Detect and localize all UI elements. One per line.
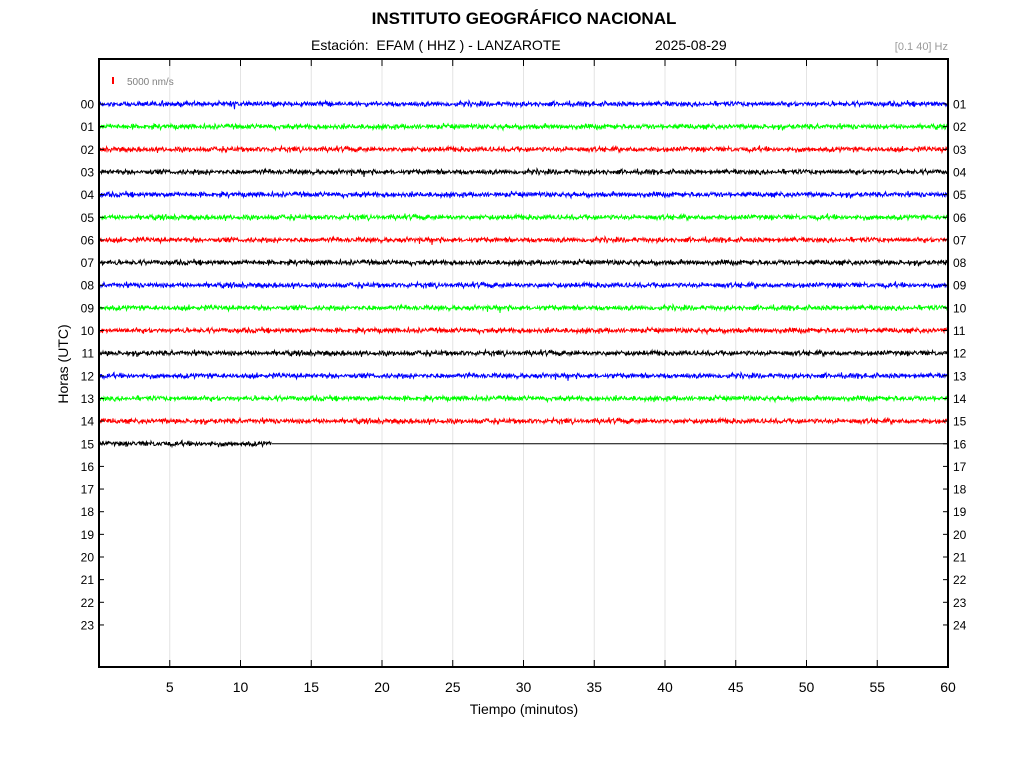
hour-label-left: 17 — [81, 483, 95, 497]
hour-label-left: 04 — [81, 188, 95, 202]
hour-label-right: 12 — [953, 347, 967, 361]
hour-label-right: 05 — [953, 188, 967, 202]
hour-label-left: 14 — [81, 415, 95, 429]
seismic-trace-01 — [98, 122, 949, 132]
hour-label-left: 05 — [81, 211, 95, 225]
seismic-trace-07 — [98, 257, 949, 268]
hour-label-right: 03 — [953, 143, 967, 157]
seismic-trace-14 — [98, 416, 949, 426]
seismic-trace-15 — [98, 439, 272, 449]
seismic-trace-00 — [98, 99, 949, 110]
seismic-trace-04 — [98, 190, 949, 200]
x-tick-label: 5 — [166, 679, 174, 695]
hour-label-right: 18 — [953, 483, 967, 497]
scale-bar-mark — [112, 77, 114, 84]
hour-label-right: 06 — [953, 211, 967, 225]
seismic-trace-02 — [98, 144, 949, 155]
y-axis-ticks: 00 01 02 03 04 05 06 07 08 09 10 11 12 13 14 15 16 17 18 19… — [81, 98, 967, 633]
hour-label-right: 13 — [953, 369, 967, 383]
hour-label-left: 11 — [82, 347, 95, 361]
x-tick-label: 40 — [657, 679, 673, 695]
hour-label-right: 16 — [953, 437, 967, 451]
seismic-trace-13 — [98, 393, 949, 404]
hour-label-right: 04 — [953, 165, 967, 179]
hour-label-left: 01 — [81, 120, 95, 134]
hour-label-right: 07 — [953, 233, 967, 247]
x-tick-label: 10 — [233, 679, 249, 695]
scale-bar: 5000 nm/s — [112, 77, 174, 88]
hour-label-left: 09 — [81, 301, 95, 315]
hour-label-left: 12 — [81, 369, 95, 383]
hour-label-left: 02 — [81, 143, 95, 157]
hour-label-right: 21 — [953, 551, 967, 565]
hour-label-left: 19 — [81, 528, 95, 542]
hour-label-right: 02 — [953, 120, 967, 134]
grid-lines — [169, 59, 878, 667]
chart-date: 2025-08-29 — [655, 37, 727, 53]
x-tick-label: 45 — [728, 679, 744, 695]
hour-label-left: 22 — [81, 596, 95, 610]
hour-label-right: 15 — [953, 415, 967, 429]
hour-label-left: 08 — [81, 279, 95, 293]
x-axis-label: Tiempo (minutos) — [470, 701, 578, 717]
hour-label-left: 20 — [81, 551, 95, 565]
x-tick-label: 20 — [374, 679, 390, 695]
x-tick-label: 60 — [940, 679, 956, 695]
hour-label-left: 15 — [81, 437, 95, 451]
x-tick-label: 55 — [869, 679, 885, 695]
seismic-trace-05 — [98, 212, 948, 222]
seismic-trace-09 — [98, 302, 949, 313]
x-tick-label: 30 — [516, 679, 532, 695]
hour-label-right: 17 — [953, 460, 967, 474]
chart-title: INSTITUTO GEOGRÁFICO NACIONAL — [371, 9, 677, 28]
hour-label-left: 06 — [81, 233, 95, 247]
x-tick-label: 50 — [799, 679, 815, 695]
hour-label-right: 22 — [953, 573, 967, 587]
seismic-trace-10 — [98, 325, 949, 336]
hour-label-right: 20 — [953, 528, 967, 542]
hour-label-right: 19 — [953, 505, 967, 519]
hour-label-left: 13 — [81, 392, 95, 406]
scale-bar-label: 5000 nm/s — [127, 77, 174, 88]
hour-label-right: 11 — [953, 324, 966, 338]
filter-band: [0.1 40] Hz — [894, 41, 948, 53]
x-axis-ticks: 5 10 15 20 25 30 35 40 45 50 55 60 — [166, 59, 956, 695]
hour-label-left: 07 — [81, 256, 95, 270]
x-tick-label: 15 — [303, 679, 319, 695]
hour-label-right: 10 — [953, 301, 967, 315]
hour-label-left: 23 — [81, 618, 95, 632]
hour-label-right: 24 — [953, 618, 967, 632]
x-tick-label: 25 — [445, 679, 461, 695]
hour-label-right: 08 — [953, 256, 967, 270]
x-tick-label: 35 — [586, 679, 602, 695]
hour-label-left: 18 — [81, 505, 95, 519]
hour-label-right: 23 — [953, 596, 967, 610]
hour-label-right: 09 — [953, 279, 967, 293]
hour-label-left: 16 — [81, 460, 95, 474]
y-axis-label: Horas (UTC) — [55, 324, 71, 403]
hour-label-left: 10 — [81, 324, 95, 338]
seismic-trace-08 — [98, 280, 949, 290]
trace-group — [98, 99, 949, 449]
station-info: Estación: EFAM ( HHZ ) - LANZAROTE — [311, 37, 561, 53]
seismic-trace-11 — [98, 348, 949, 358]
seismic-trace-12 — [98, 370, 949, 381]
seismic-trace-03 — [98, 166, 949, 178]
hour-label-left: 03 — [81, 165, 95, 179]
seismic-trace-06 — [98, 234, 949, 246]
hour-label-right: 14 — [953, 392, 967, 406]
hour-label-left: 00 — [81, 98, 95, 112]
hour-label-right: 01 — [953, 98, 967, 112]
hour-label-left: 21 — [81, 573, 95, 587]
